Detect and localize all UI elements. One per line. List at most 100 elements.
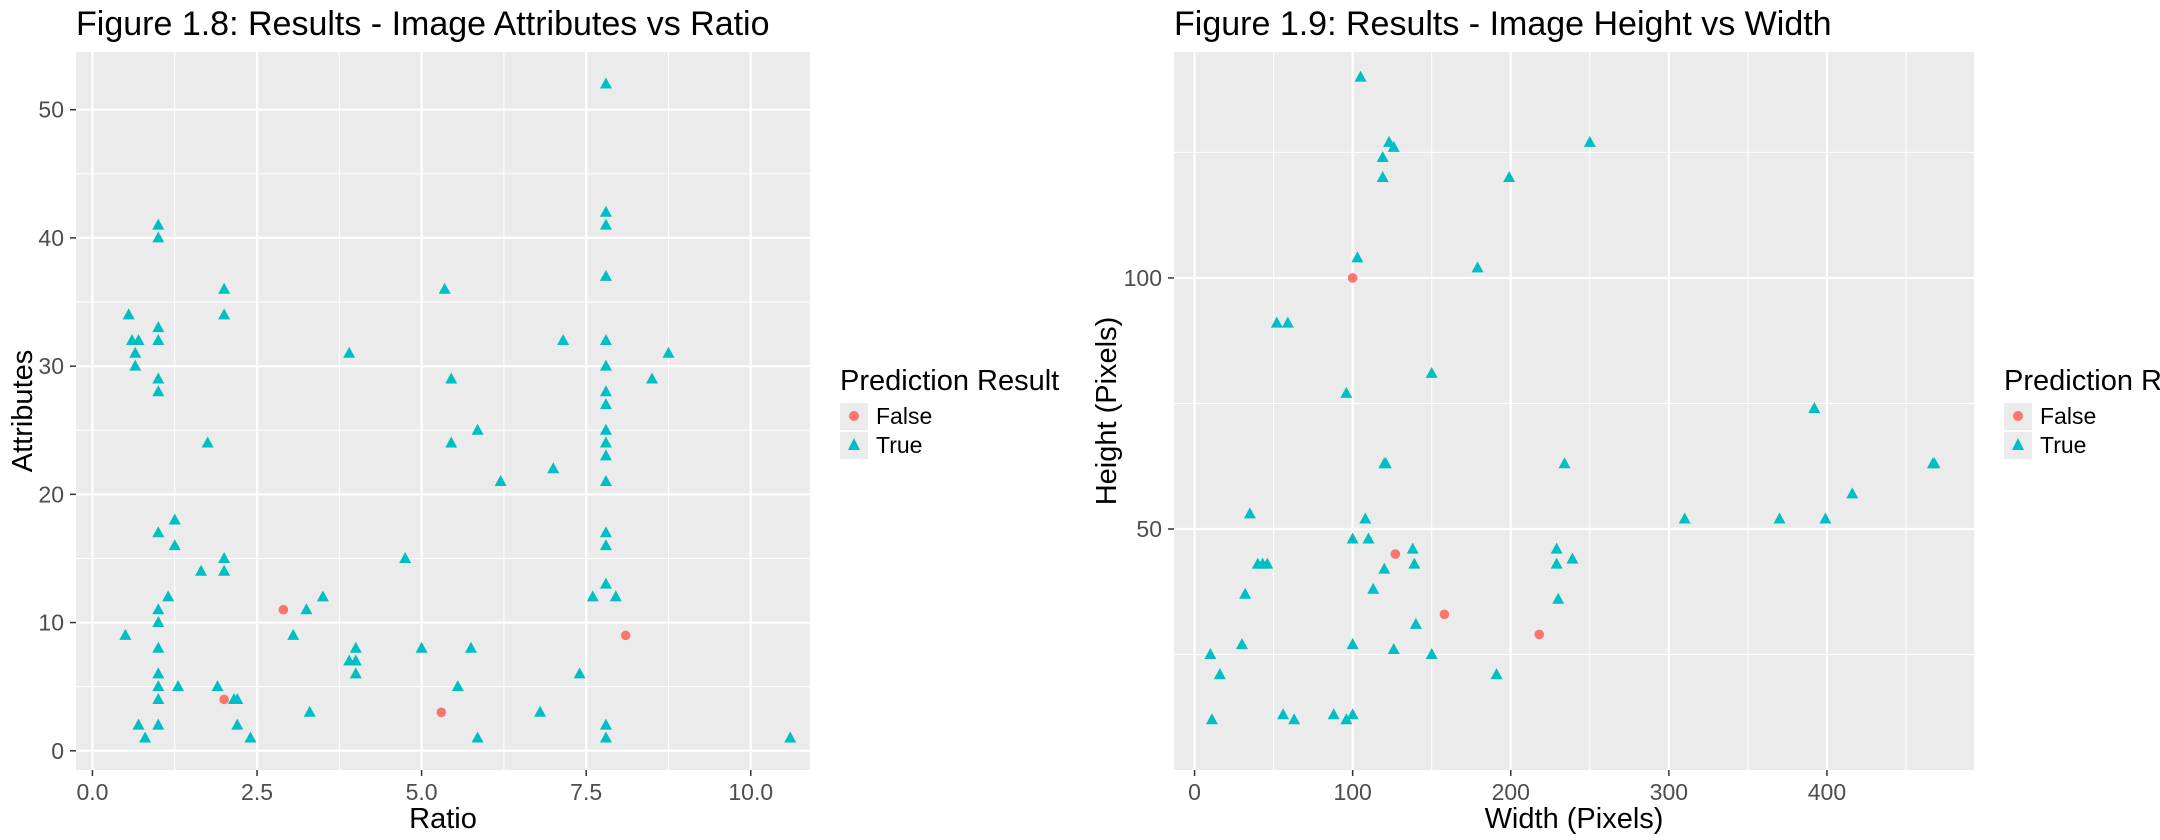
y-tick-label: 20 [38, 481, 64, 507]
data-point-true [1425, 366, 1438, 378]
data-point-true [1583, 135, 1596, 147]
data-point-true [471, 423, 484, 435]
y-tick-label: 50 [1136, 516, 1162, 542]
data-point-false [1534, 629, 1545, 640]
data-point-true [1346, 708, 1359, 720]
legend-label-true: True [2040, 432, 2086, 458]
data-point-true [1351, 251, 1364, 263]
data-point-true [1406, 542, 1419, 554]
x-tick-label: 400 [1808, 779, 1846, 805]
data-point-true [1378, 562, 1391, 574]
data-point-true [244, 731, 257, 743]
points-layer [1204, 70, 1941, 725]
data-point-true [1678, 512, 1691, 524]
data-point-true [599, 385, 612, 397]
x-tick-label: 5.0 [406, 779, 438, 805]
x-tick-label: 7.5 [570, 779, 602, 805]
y-tick-label: 0 [51, 738, 64, 764]
data-point-true [1550, 542, 1563, 554]
data-point-true [343, 346, 356, 358]
data-point-true [599, 359, 612, 371]
data-point-true [1550, 557, 1563, 569]
data-point-true [152, 372, 165, 384]
data-point-true [599, 436, 612, 448]
scatter-plot-1: Figure 1.8: Results - Image Attributes v… [7, 5, 1059, 835]
y-tick-label: 50 [38, 97, 64, 123]
data-point-true [1327, 708, 1340, 720]
data-point-true [1235, 637, 1248, 649]
data-point-true [195, 564, 208, 576]
data-point-true [599, 718, 612, 730]
data-point-true [1205, 713, 1218, 725]
legend: Prediction Result False True [840, 365, 1059, 459]
x-tick-label: 10.0 [728, 779, 773, 805]
scatter-plot-2: Figure 1.9: Results - Image Height vs Wi… [1091, 5, 2160, 835]
x-tick-label: 200 [1492, 779, 1530, 805]
data-point-true [152, 231, 165, 243]
data-point-true [599, 77, 612, 89]
data-point-true [599, 449, 612, 461]
legend-label-false: False [876, 403, 932, 429]
data-point-true [152, 385, 165, 397]
data-point-true [599, 269, 612, 281]
data-point-true [231, 718, 244, 730]
data-point-true [1367, 582, 1380, 594]
y-tick-label: 10 [38, 610, 64, 636]
data-point-true [218, 564, 231, 576]
data-point-true [1503, 171, 1516, 183]
x-tick-label: 2.5 [241, 779, 273, 805]
data-point-true [349, 641, 362, 653]
chart-title: Figure 1.9: Results - Image Height vs Wi… [1174, 5, 1832, 43]
legend-title: Prediction Result [840, 365, 1059, 397]
x-axis-title: Ratio [409, 803, 477, 835]
data-point-true [1471, 261, 1484, 273]
legend-title: Prediction Result [2004, 365, 2160, 397]
figure-1-8: Figure 1.8: Results - Image Attributes v… [7, 5, 1059, 835]
data-point-true [152, 667, 165, 679]
data-point-true [152, 526, 165, 538]
data-point-true [464, 641, 477, 653]
data-point-true [129, 346, 142, 358]
data-point-true [557, 333, 570, 345]
data-point-true [1281, 316, 1294, 328]
data-point-true [1558, 457, 1571, 469]
data-point-true [784, 731, 797, 743]
data-point-true [349, 667, 362, 679]
legend-triangle-icon [848, 438, 860, 450]
data-point-true [152, 218, 165, 230]
data-point-true [451, 680, 464, 692]
data-point-true [139, 731, 152, 743]
data-point-true [1490, 668, 1503, 680]
data-point-true [132, 333, 145, 345]
data-point-true [119, 628, 132, 640]
data-point-true [231, 692, 244, 704]
data-point-true [218, 308, 231, 320]
data-point-true [211, 680, 224, 692]
figure-1-9: Figure 1.9: Results - Image Height vs Wi… [1080, 0, 2160, 840]
data-point-true [534, 705, 547, 717]
data-point-true [1808, 401, 1821, 413]
x-tick-label: 100 [1333, 779, 1371, 805]
data-point-true [1346, 532, 1359, 544]
data-point-true [599, 205, 612, 217]
points-layer [119, 77, 797, 743]
data-point-true [1425, 648, 1438, 660]
x-tick-label: 0.0 [76, 779, 108, 805]
data-point-true [1277, 708, 1290, 720]
legend-label-true: True [876, 432, 922, 458]
data-point-true [599, 577, 612, 589]
legend: Prediction Result False True [2004, 365, 2160, 459]
data-point-true [599, 731, 612, 743]
data-point-true [599, 539, 612, 551]
x-tick-label: 0 [1188, 779, 1201, 805]
data-point-true [152, 333, 165, 345]
data-point-true [1928, 457, 1941, 469]
y-tick-label: 40 [38, 225, 64, 251]
y-tick-label: 30 [38, 353, 64, 379]
data-point-true [609, 590, 622, 602]
data-point-true [300, 603, 313, 615]
data-point-true [573, 667, 586, 679]
data-point-true [1340, 713, 1353, 725]
data-point-true [1376, 171, 1389, 183]
y-axis-title: Height (Pixels) [1091, 317, 1123, 506]
